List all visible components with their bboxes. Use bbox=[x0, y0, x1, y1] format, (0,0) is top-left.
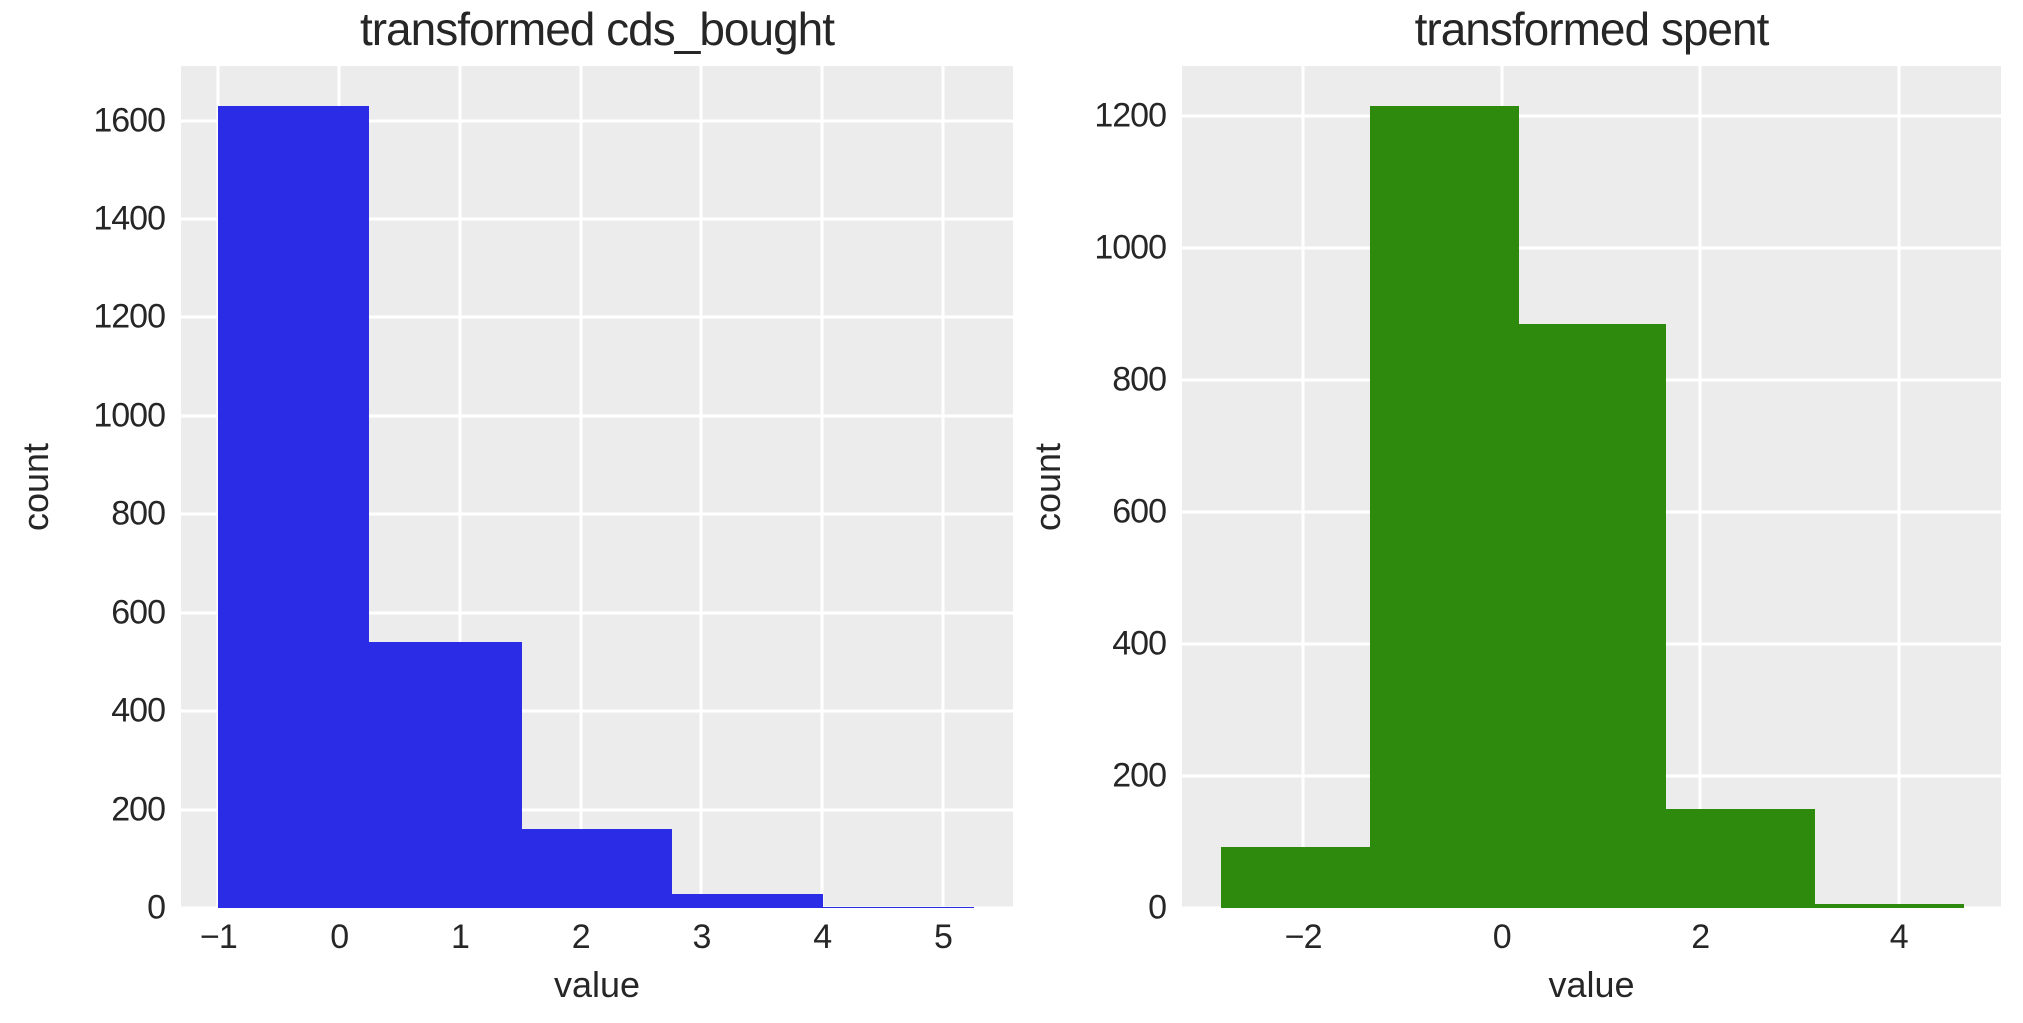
y-tick-label: 600 bbox=[111, 593, 166, 632]
y-tick-label: 200 bbox=[111, 790, 166, 829]
x-tick-label: 0 bbox=[1492, 918, 1512, 956]
histogram-bar bbox=[369, 642, 522, 908]
y-tick-label: 600 bbox=[1112, 492, 1167, 531]
histogram-bar bbox=[1518, 324, 1667, 908]
y-tick-label: 400 bbox=[1112, 624, 1167, 663]
x-tick-label: −1 bbox=[200, 918, 238, 956]
y-gridline bbox=[1182, 114, 2001, 118]
y-gridline bbox=[181, 315, 1013, 319]
y-tick-label: 1600 bbox=[93, 101, 166, 140]
x-gridline bbox=[1301, 66, 1305, 908]
right-chart-title: transformed spent bbox=[1414, 3, 1770, 55]
left-x-axis-label: value bbox=[553, 964, 641, 1005]
histogram-bar bbox=[672, 894, 824, 908]
x-gridline bbox=[820, 66, 824, 908]
y-gridline bbox=[1182, 246, 2001, 250]
histogram-bar bbox=[1369, 106, 1519, 908]
left-histogram-plot bbox=[181, 66, 1013, 908]
x-tick-label: 2 bbox=[1691, 918, 1710, 956]
y-gridline bbox=[181, 512, 1013, 516]
histogram-bar bbox=[521, 829, 673, 908]
x-tick-label: 2 bbox=[571, 918, 591, 956]
right-y-axis-label: count bbox=[1027, 442, 1068, 532]
y-tick-label: 0 bbox=[147, 888, 166, 927]
y-tick-label: 200 bbox=[1112, 756, 1167, 795]
x-gridline bbox=[458, 66, 462, 908]
x-gridline bbox=[1698, 66, 1702, 908]
x-tick-label: 4 bbox=[813, 918, 832, 956]
histogram-bar bbox=[1220, 847, 1370, 908]
y-gridline bbox=[181, 217, 1013, 221]
y-tick-label: 1200 bbox=[1094, 96, 1167, 135]
histogram-bar bbox=[823, 906, 975, 908]
y-gridline bbox=[181, 611, 1013, 615]
y-gridline bbox=[181, 709, 1013, 713]
right-histogram-plot bbox=[1182, 66, 2001, 908]
left-y-axis-label: count bbox=[15, 442, 56, 532]
y-tick-label: 1000 bbox=[93, 396, 166, 435]
x-tick-label: 1 bbox=[450, 918, 470, 956]
y-tick-label: 1200 bbox=[93, 297, 166, 336]
y-tick-label: 800 bbox=[111, 494, 166, 533]
y-tick-label: 0 bbox=[1148, 888, 1167, 927]
x-tick-label: 3 bbox=[692, 918, 711, 956]
x-tick-label: −2 bbox=[1284, 918, 1323, 956]
y-gridline bbox=[181, 808, 1013, 812]
x-gridline bbox=[1897, 66, 1901, 908]
x-gridline bbox=[699, 66, 703, 908]
y-tick-label: 400 bbox=[111, 691, 166, 730]
histogram-bar bbox=[1666, 809, 1816, 908]
right-x-axis-label: value bbox=[1548, 964, 1635, 1005]
y-gridline bbox=[181, 414, 1013, 418]
x-gridline bbox=[579, 66, 583, 908]
x-gridline bbox=[941, 66, 945, 908]
x-tick-label: 5 bbox=[933, 918, 953, 956]
x-tick-label: 4 bbox=[1889, 918, 1909, 956]
y-gridline bbox=[181, 119, 1013, 123]
histogram-bar bbox=[1815, 904, 1965, 908]
histogram-bar bbox=[218, 105, 370, 908]
y-tick-label: 800 bbox=[1112, 360, 1167, 399]
y-tick-label: 1000 bbox=[1094, 228, 1167, 267]
left-chart-title: transformed cds_bought bbox=[359, 3, 835, 55]
y-tick-label: 1400 bbox=[93, 199, 166, 238]
x-tick-label: 0 bbox=[330, 918, 349, 956]
